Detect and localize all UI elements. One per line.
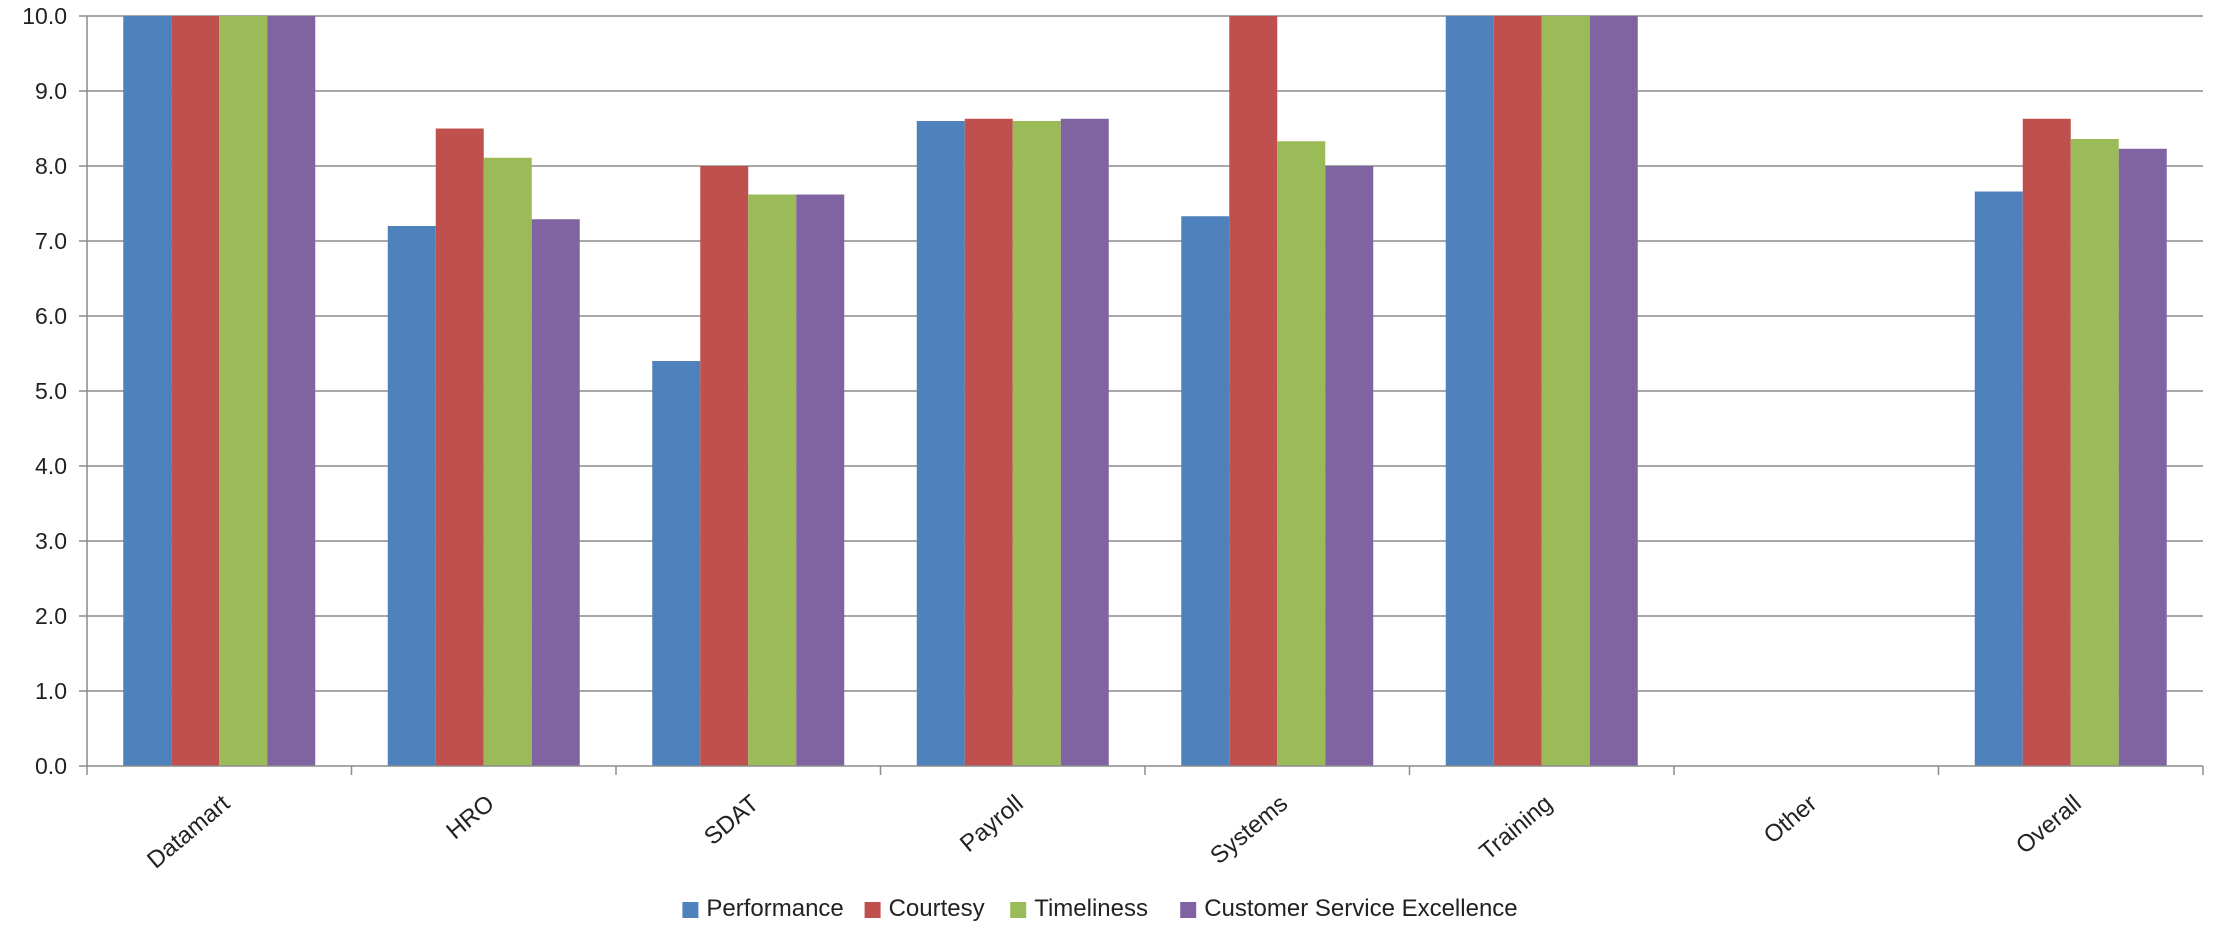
bar-datamart-customer-service-excellence [267, 16, 316, 766]
bar-training-timeliness [1541, 16, 1590, 766]
bar-overall-performance [1974, 191, 2023, 766]
bar-hro-customer-service-excellence [531, 219, 580, 766]
legend-swatch [1010, 902, 1027, 918]
legend-label: Timeliness [1034, 895, 1148, 922]
legend-swatch [682, 902, 699, 918]
y-tick-label: 6.0 [35, 303, 67, 329]
bar-hro-courtesy [435, 128, 484, 766]
x-tick-label: Overall [2011, 790, 2087, 860]
x-tick-label: Training [1475, 790, 1558, 866]
bar-overall-timeliness [2070, 139, 2119, 766]
y-tick-label: 0.0 [35, 753, 67, 779]
bar-training-performance [1445, 16, 1494, 766]
y-tick-label: 7.0 [35, 228, 67, 254]
bar-training-courtesy [1493, 16, 1542, 766]
bar-datamart-courtesy [171, 16, 220, 766]
y-tick-label: 8.0 [35, 153, 67, 179]
x-tick-label: Other [1759, 790, 1822, 849]
legend-label: Performance [706, 895, 843, 922]
bar-sdat-courtesy [700, 166, 749, 766]
axes [79, 15, 2204, 775]
x-tick-label: HRO [441, 790, 499, 845]
bar-sdat-performance [652, 361, 701, 766]
y-tick-label: 9.0 [35, 78, 67, 104]
bar-systems-courtesy [1229, 16, 1278, 766]
bar-systems-performance [1181, 216, 1230, 766]
legend-swatch [864, 902, 881, 918]
y-tick-label: 2.0 [35, 603, 67, 629]
y-tick-label: 1.0 [35, 678, 67, 704]
y-tick-label: 5.0 [35, 378, 67, 404]
bar-datamart-performance [123, 16, 172, 766]
bar-payroll-timeliness [1012, 121, 1061, 766]
legend: Performance Courtesy Timeliness Customer Se… [682, 895, 1518, 922]
x-tick-label: Payroll [955, 790, 1029, 858]
x-tick-label: Datamart [142, 790, 235, 874]
y-tick-label: 4.0 [35, 453, 67, 479]
bar-datamart-timeliness [219, 16, 268, 766]
bar-hro-timeliness [483, 157, 532, 766]
y-tick-label: 3.0 [35, 528, 67, 554]
bar-sdat-timeliness [748, 194, 797, 766]
x-tick-labels: Datamart HRO SDAT Payroll Systems Training Oth… [142, 790, 2086, 874]
bar-hro-performance [387, 226, 436, 766]
bars [123, 16, 2167, 766]
bar-payroll-customer-service-excellence [1060, 118, 1109, 766]
legend-label: Customer Service Excellence [1204, 895, 1517, 922]
bar-systems-customer-service-excellence [1325, 166, 1374, 766]
bar-overall-customer-service-excellence [2118, 148, 2167, 766]
bar-sdat-customer-service-excellence [796, 194, 845, 766]
bar-systems-timeliness [1277, 141, 1326, 766]
legend-label: Courtesy [889, 895, 985, 922]
y-tick-labels: 0.0 1.0 2.0 3.0 4.0 5.0 6.0 7.0 8.0 9.0 10.0 [22, 3, 67, 779]
bar-training-customer-service-excellence [1589, 16, 1638, 766]
x-tick-label: Systems [1205, 790, 1293, 870]
bar-payroll-courtesy [964, 118, 1013, 766]
bar-overall-courtesy [2022, 118, 2071, 766]
legend-swatch [1180, 902, 1197, 918]
bar-payroll-performance [916, 121, 965, 766]
x-tick-label: SDAT [699, 790, 764, 851]
y-tick-label: 10.0 [22, 3, 67, 29]
